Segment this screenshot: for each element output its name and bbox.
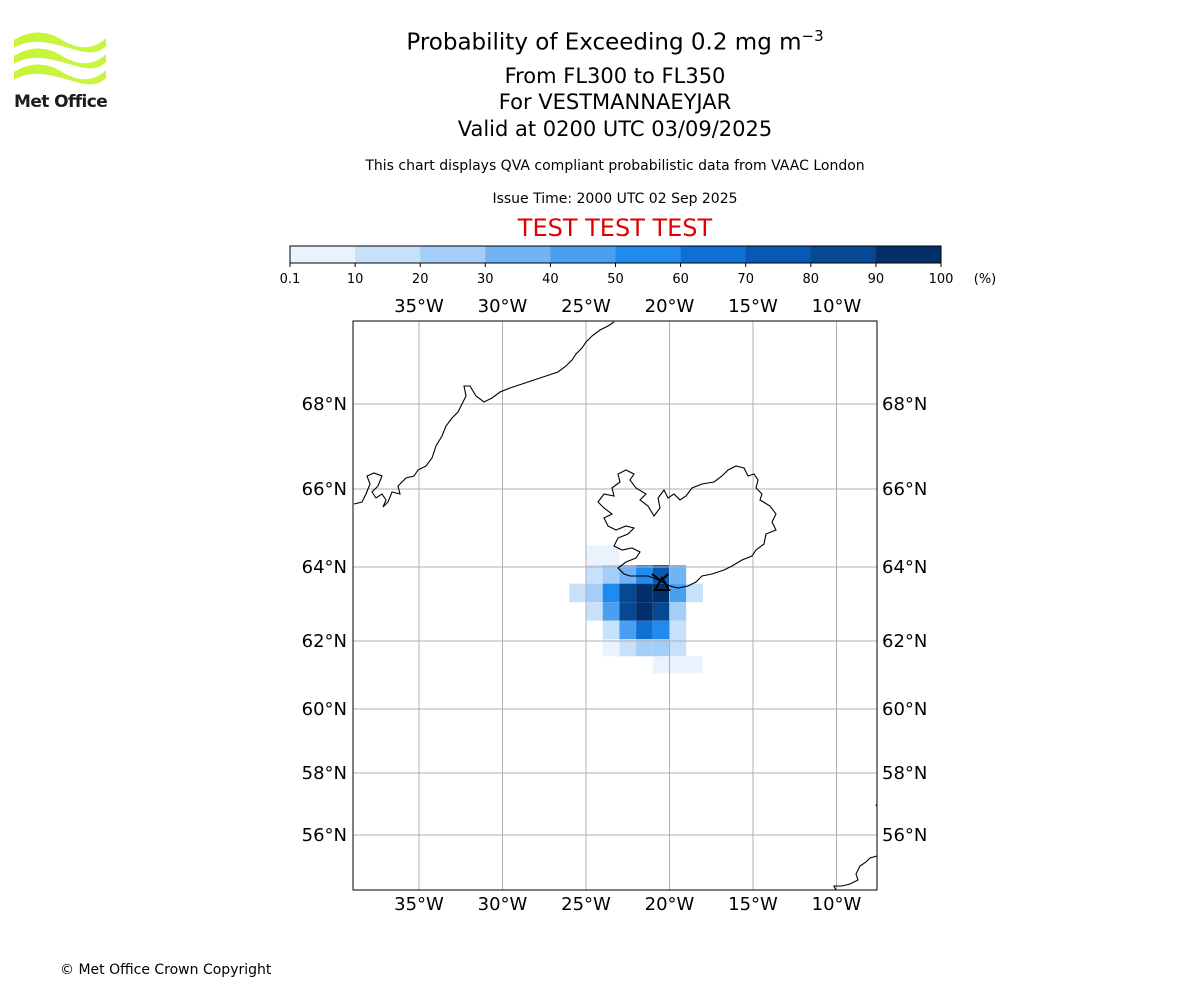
probability-cell xyxy=(569,583,586,603)
probability-cell xyxy=(619,565,637,584)
latitude-label-right: 64°N xyxy=(882,557,927,578)
valid-time: Valid at 0200 UTC 03/09/2025 xyxy=(457,117,773,141)
longitude-label-top: 30°W xyxy=(478,296,528,317)
probability-cell xyxy=(636,583,653,603)
chart-title: Probability of Exceeding 0.2 mg m−3 xyxy=(0,27,1200,56)
map-frame xyxy=(352,320,878,891)
latitude-label-left: 58°N xyxy=(302,763,347,784)
probability-cell xyxy=(652,656,670,674)
longitude-label-top: 25°W xyxy=(561,296,611,317)
latitude-label-left: 64°N xyxy=(302,557,347,578)
latitude-label-left: 60°N xyxy=(302,699,347,720)
latitude-label-right: 66°N xyxy=(882,479,927,500)
probability-cell xyxy=(686,583,703,603)
test-banner: TEST TEST TEST xyxy=(517,214,713,242)
probability-cell xyxy=(619,639,637,657)
latitude-label-left: 66°N xyxy=(302,479,347,500)
longitude-label-top: 10°W xyxy=(812,296,862,317)
longitude-label-top: 20°W xyxy=(645,296,695,317)
met-office-logo xyxy=(14,32,106,85)
probability-cell xyxy=(586,545,603,566)
probability-cell xyxy=(652,639,670,657)
copyright-notice: © Met Office Crown Copyright xyxy=(60,962,272,978)
probability-cell xyxy=(619,620,637,640)
longitude-label-bottom: 25°W xyxy=(561,894,611,915)
probability-cell xyxy=(602,639,620,657)
latitude-label-right: 56°N xyxy=(882,825,927,846)
longitude-label-top: 15°W xyxy=(728,296,778,317)
volcano-source-marker xyxy=(651,573,671,591)
probability-cell xyxy=(669,565,687,584)
probability-cell xyxy=(686,656,703,674)
latitude-label-left: 68°N xyxy=(302,394,347,415)
probability-cell xyxy=(636,565,653,584)
longitude-label-top: 35°W xyxy=(394,296,444,317)
location-label: For VESTMANNAEYJAR xyxy=(498,90,732,114)
issue-time: Issue Time: 2000 UTC 02 Sep 2025 xyxy=(492,191,738,207)
probability-cell xyxy=(586,602,603,621)
probability-cell xyxy=(619,602,637,621)
scotland-coastline xyxy=(833,855,878,891)
probability-cell xyxy=(586,565,603,584)
probability-cell xyxy=(602,620,620,640)
probability-cell xyxy=(652,602,670,621)
probability-cell xyxy=(586,583,603,603)
probability-cell xyxy=(669,583,687,603)
probability-cell xyxy=(669,656,687,674)
chart-title-main: Probability of Exceeding 0.2 mg m xyxy=(406,29,802,56)
probability-cell xyxy=(602,583,620,603)
latitude-label-left: 62°N xyxy=(302,631,347,652)
latitude-label-right: 60°N xyxy=(882,699,927,720)
probability-cell xyxy=(636,620,653,640)
latitude-label-right: 58°N xyxy=(882,763,927,784)
probability-cell xyxy=(619,583,637,603)
probability-cell xyxy=(652,620,670,640)
probability-cell xyxy=(669,639,687,657)
probability-cell xyxy=(636,602,653,621)
longitude-label-bottom: 20°W xyxy=(645,894,695,915)
probability-cell xyxy=(669,602,687,621)
probability-cell xyxy=(602,565,620,584)
latitude-label-right: 68°N xyxy=(882,394,927,415)
latitude-label-left: 56°N xyxy=(302,825,347,846)
iceland-coastline xyxy=(597,465,777,589)
probability-cell xyxy=(602,602,620,621)
greenland-coastline xyxy=(353,321,615,508)
longitude-label-bottom: 35°W xyxy=(394,894,444,915)
longitude-label-bottom: 30°W xyxy=(478,894,528,915)
longitude-label-bottom: 15°W xyxy=(728,894,778,915)
probability-cell xyxy=(669,620,687,640)
level-range: From FL300 to FL350 xyxy=(504,64,726,88)
probability-cell xyxy=(602,545,620,566)
logo-wordmark: Met Office xyxy=(14,92,108,112)
longitude-label-bottom: 10°W xyxy=(812,894,862,915)
latitude-label-right: 62°N xyxy=(882,631,927,652)
chart-description: This chart displays QVA compliant probab… xyxy=(365,158,865,174)
chart-title-exponent: −3 xyxy=(801,27,824,45)
probability-cell xyxy=(636,639,653,657)
